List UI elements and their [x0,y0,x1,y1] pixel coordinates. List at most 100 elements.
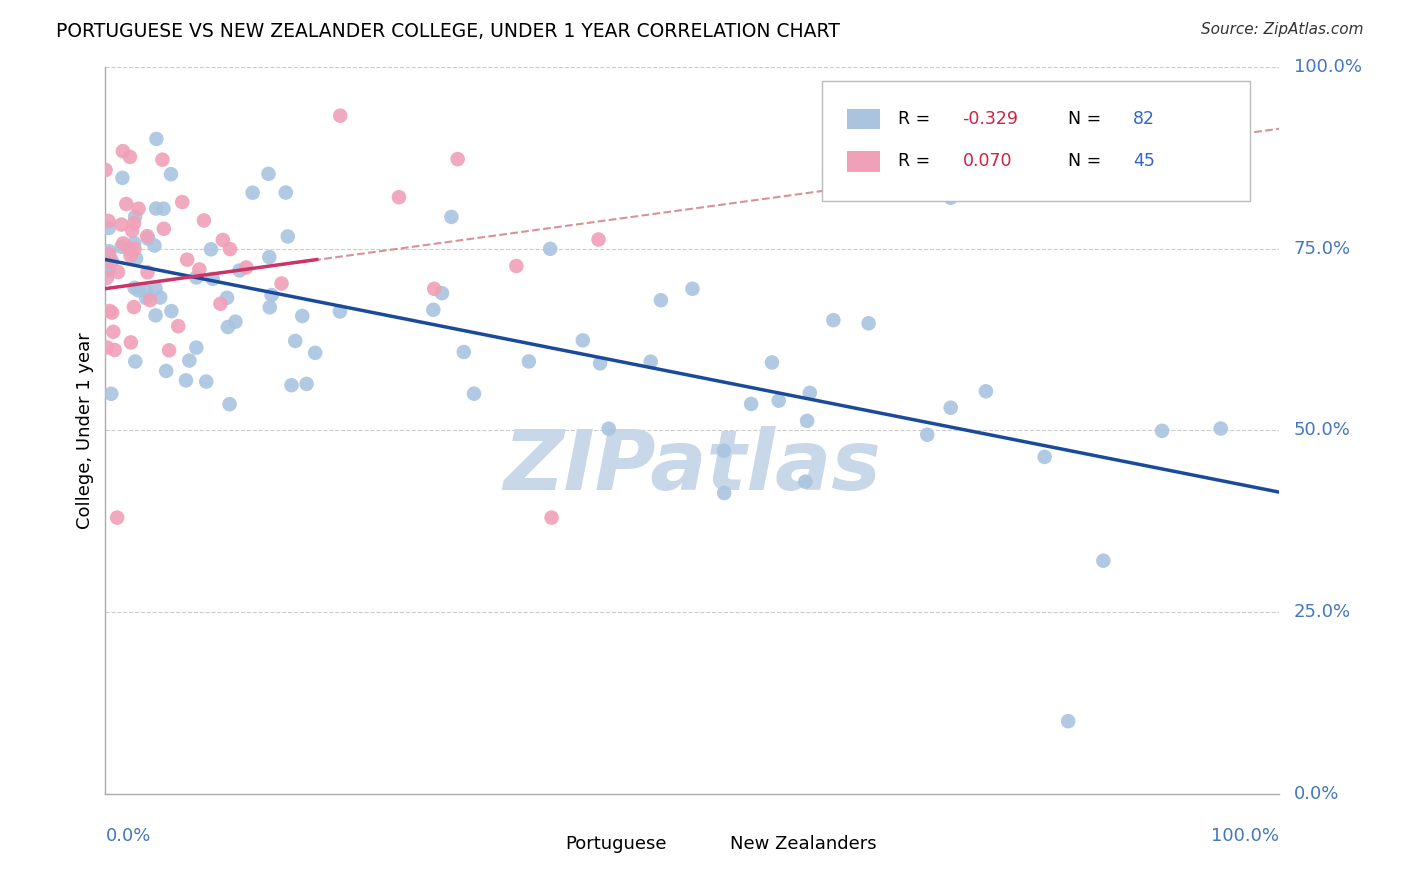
Point [329,304,352,318]
Point [235,260,257,275]
Point [209,297,232,311]
Point [136,229,159,244]
Point [153,221,176,235]
Point [211,233,233,247]
Text: R =: R = [898,153,935,170]
FancyBboxPatch shape [821,81,1250,202]
Point [96,341,118,355]
Point [98,263,121,277]
Point [917,427,939,442]
Point [136,232,159,246]
Point [224,315,246,329]
Text: N =: N = [1069,153,1107,170]
Point [274,186,297,200]
Point [124,210,146,224]
Point [284,334,307,348]
Text: PORTUGUESE VS NEW ZEALANDER COLLEGE, UNDER 1 YEAR CORRELATION CHART: PORTUGUESE VS NEW ZEALANDER COLLEGE, UND… [56,22,841,41]
Point [160,304,183,318]
Point [422,302,444,317]
Point [96,270,118,285]
Point [122,300,145,314]
Point [598,422,620,436]
Point [228,263,250,277]
Point [713,486,735,500]
Point [682,282,704,296]
Point [186,270,208,285]
Point [103,325,125,339]
Point [115,197,138,211]
Point [176,252,198,267]
Point [740,397,762,411]
Point [94,163,117,178]
Point [1209,421,1232,435]
Point [135,291,157,305]
Point [97,214,120,228]
Text: New Zealanders: New Zealanders [730,835,877,853]
Point [517,354,540,368]
Point [270,277,292,291]
Point [149,291,172,305]
Point [100,386,122,401]
Point [118,150,141,164]
Point [143,238,166,252]
Text: 100.0%: 100.0% [1294,58,1361,76]
Text: 0.0%: 0.0% [1294,785,1339,803]
Point [155,364,177,378]
Point [713,443,735,458]
Point [388,190,411,204]
Point [304,346,326,360]
Point [124,242,146,256]
Point [588,232,610,246]
Text: Portuguese: Portuguese [565,835,668,853]
Point [110,240,132,254]
Point [112,236,135,251]
Bar [848,152,880,171]
Bar [848,109,880,129]
Point [167,319,190,334]
Point [280,378,302,392]
Point [98,247,121,261]
Point [200,243,222,257]
Text: R =: R = [898,111,935,128]
Point [157,343,180,358]
Point [136,265,159,279]
Point [186,341,208,355]
Point [640,354,662,368]
Point [796,414,818,428]
Text: 0.070: 0.070 [963,153,1012,170]
Point [172,195,194,210]
Point [122,235,145,250]
Text: 45: 45 [1133,153,1154,170]
Point [242,186,264,200]
Text: Source: ZipAtlas.com: Source: ZipAtlas.com [1201,22,1364,37]
Point [761,355,783,369]
Point [150,153,173,167]
Point [128,202,150,216]
Point [218,397,240,411]
Point [124,281,146,295]
Point [453,345,475,359]
Point [152,202,174,216]
Point [145,202,167,216]
Point [505,259,527,273]
Bar [686,834,720,855]
Point [125,252,148,266]
Point [799,385,821,400]
Text: 25.0%: 25.0% [1294,603,1351,621]
Point [538,242,561,256]
Point [160,167,183,181]
Point [858,316,880,330]
Point [104,343,127,357]
Point [98,304,121,318]
Text: 75.0%: 75.0% [1294,240,1351,258]
Point [463,386,485,401]
Point [107,265,129,279]
Text: 100.0%: 100.0% [1212,827,1279,845]
Y-axis label: College, Under 1 year: College, Under 1 year [76,332,94,529]
Point [259,301,281,315]
Point [277,229,299,244]
Point [823,313,845,327]
Bar [522,834,555,855]
Point [139,293,162,308]
Text: -0.329: -0.329 [963,111,1018,128]
